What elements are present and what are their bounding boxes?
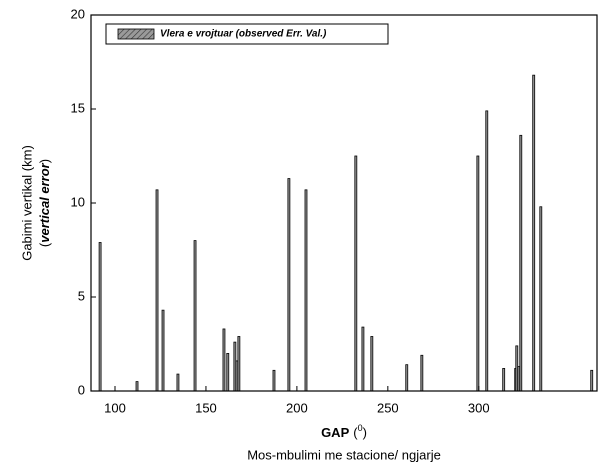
y-tick-label: 20 xyxy=(71,6,85,21)
y-tick-label: 10 xyxy=(71,194,85,209)
bar xyxy=(176,373,180,392)
x-axis-label: GAP (0) xyxy=(321,423,367,440)
y-tick-label: 0 xyxy=(78,382,85,397)
x-label-close: ) xyxy=(363,425,367,440)
bar xyxy=(237,336,241,392)
bar xyxy=(502,368,506,392)
x-label-open: ( xyxy=(353,425,358,440)
x-tick-label: 150 xyxy=(195,400,217,415)
y-label-line1: Gabimi vertikal (km) xyxy=(19,145,34,261)
legend-box xyxy=(105,23,389,45)
y-tick-label: 5 xyxy=(78,288,85,303)
x-tick-label: 300 xyxy=(468,400,490,415)
bar xyxy=(222,328,226,392)
y-tick-label: 15 xyxy=(71,100,85,115)
legend-label: Vlera e vrojtuar (observed Err. Val.) xyxy=(160,29,327,40)
bar xyxy=(304,189,308,392)
x-label-sup: 0 xyxy=(358,423,363,433)
y-label-emph: vertical error xyxy=(37,162,52,242)
bar xyxy=(226,352,230,392)
legend-swatch xyxy=(117,28,155,40)
y-label-open: ( xyxy=(37,242,52,247)
bar xyxy=(405,364,409,392)
y-label-line2: (vertical error) xyxy=(37,159,52,247)
bar xyxy=(287,178,291,392)
bar xyxy=(476,155,480,392)
x-tick-label: 100 xyxy=(104,400,126,415)
bar xyxy=(98,242,102,392)
bar xyxy=(361,326,365,392)
bar xyxy=(370,336,374,392)
bar xyxy=(155,189,159,392)
bar xyxy=(485,110,489,392)
x-label-main: GAP xyxy=(321,425,350,440)
x-tick-label: 200 xyxy=(286,400,308,415)
bar xyxy=(272,369,276,392)
bar xyxy=(519,134,523,392)
caption: Mos-mbulimi me stacione/ ngjarje xyxy=(247,447,441,462)
bar xyxy=(161,309,165,392)
bar xyxy=(590,369,594,392)
bar xyxy=(532,74,536,392)
bar xyxy=(539,206,543,392)
bar xyxy=(354,155,358,392)
y-axis-label: Gabimi vertikal (km) (vertical error) xyxy=(19,145,52,261)
x-tick-label: 250 xyxy=(377,400,399,415)
y-label-close: ) xyxy=(37,159,52,163)
bar xyxy=(135,381,139,392)
bar xyxy=(420,354,424,392)
bar xyxy=(193,240,197,392)
